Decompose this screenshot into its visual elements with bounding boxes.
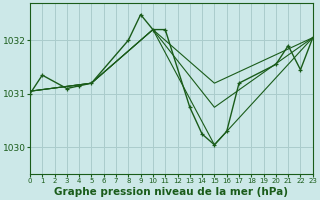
X-axis label: Graphe pression niveau de la mer (hPa): Graphe pression niveau de la mer (hPa) <box>54 187 288 197</box>
